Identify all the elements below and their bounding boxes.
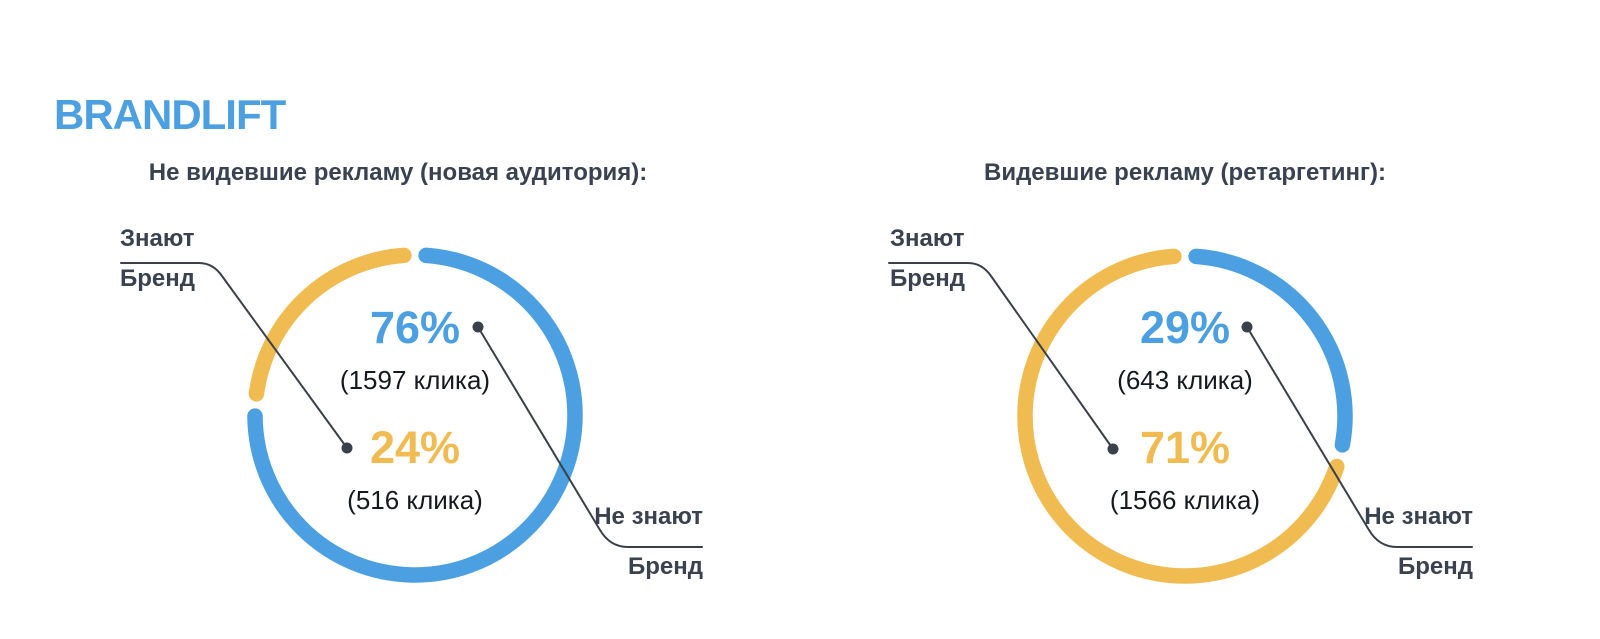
donut-arc-dont-know-brand bbox=[247, 247, 583, 583]
leader-line-dont-know-brand bbox=[477, 326, 703, 548]
callout-know-brand-line2: Бренд bbox=[120, 265, 195, 292]
page-title: BRANDLIFT bbox=[54, 91, 286, 139]
clicks-value-dont-know: (1597 клика) bbox=[339, 365, 491, 395]
callout-dont-know-brand-line1: Не знают bbox=[594, 503, 703, 530]
percent-value-know: 24% bbox=[369, 422, 461, 473]
leader-dot-dont-know-brand bbox=[472, 321, 484, 333]
chart-title-new-audience: Не видевшие рекламу (новая аудитория): bbox=[148, 159, 648, 186]
clicks-value-know: (516 клика) bbox=[347, 485, 483, 515]
chart-title-retargeting: Видевшие рекламу (ретаргетинг): bbox=[983, 159, 1386, 186]
donut-arc-dont-know-brand bbox=[1188, 248, 1353, 453]
percent-value-dont-know: 29% bbox=[1139, 302, 1231, 353]
leader-line-know-brand bbox=[120, 262, 348, 449]
donut-arc-know-brand bbox=[1017, 248, 1345, 584]
leader-line-know-brand bbox=[888, 262, 1114, 450]
clicks-value-know: (1566 клика) bbox=[1109, 485, 1261, 515]
callout-know-brand-line2: Бренд bbox=[890, 265, 965, 292]
donut-arc-know-brand bbox=[248, 247, 412, 402]
percent-value-dont-know: 76% bbox=[369, 302, 461, 353]
callout-dont-know-brand-line1: Не знают bbox=[1364, 503, 1473, 530]
leader-dot-know-brand bbox=[341, 442, 353, 454]
leader-line-dont-know-brand bbox=[1246, 326, 1473, 548]
leader-dot-know-brand bbox=[1107, 443, 1119, 455]
callout-dont-know-brand-line2: Бренд bbox=[628, 553, 703, 580]
callout-know-brand-line1: Знают bbox=[890, 225, 965, 252]
callout-dont-know-brand-line2: Бренд bbox=[1398, 553, 1473, 580]
callout-know-brand-line1: Знают bbox=[120, 225, 195, 252]
clicks-value-dont-know: (643 клика) bbox=[1117, 365, 1253, 395]
leader-dot-dont-know-brand bbox=[1241, 321, 1253, 333]
percent-value-know: 71% bbox=[1139, 422, 1231, 473]
